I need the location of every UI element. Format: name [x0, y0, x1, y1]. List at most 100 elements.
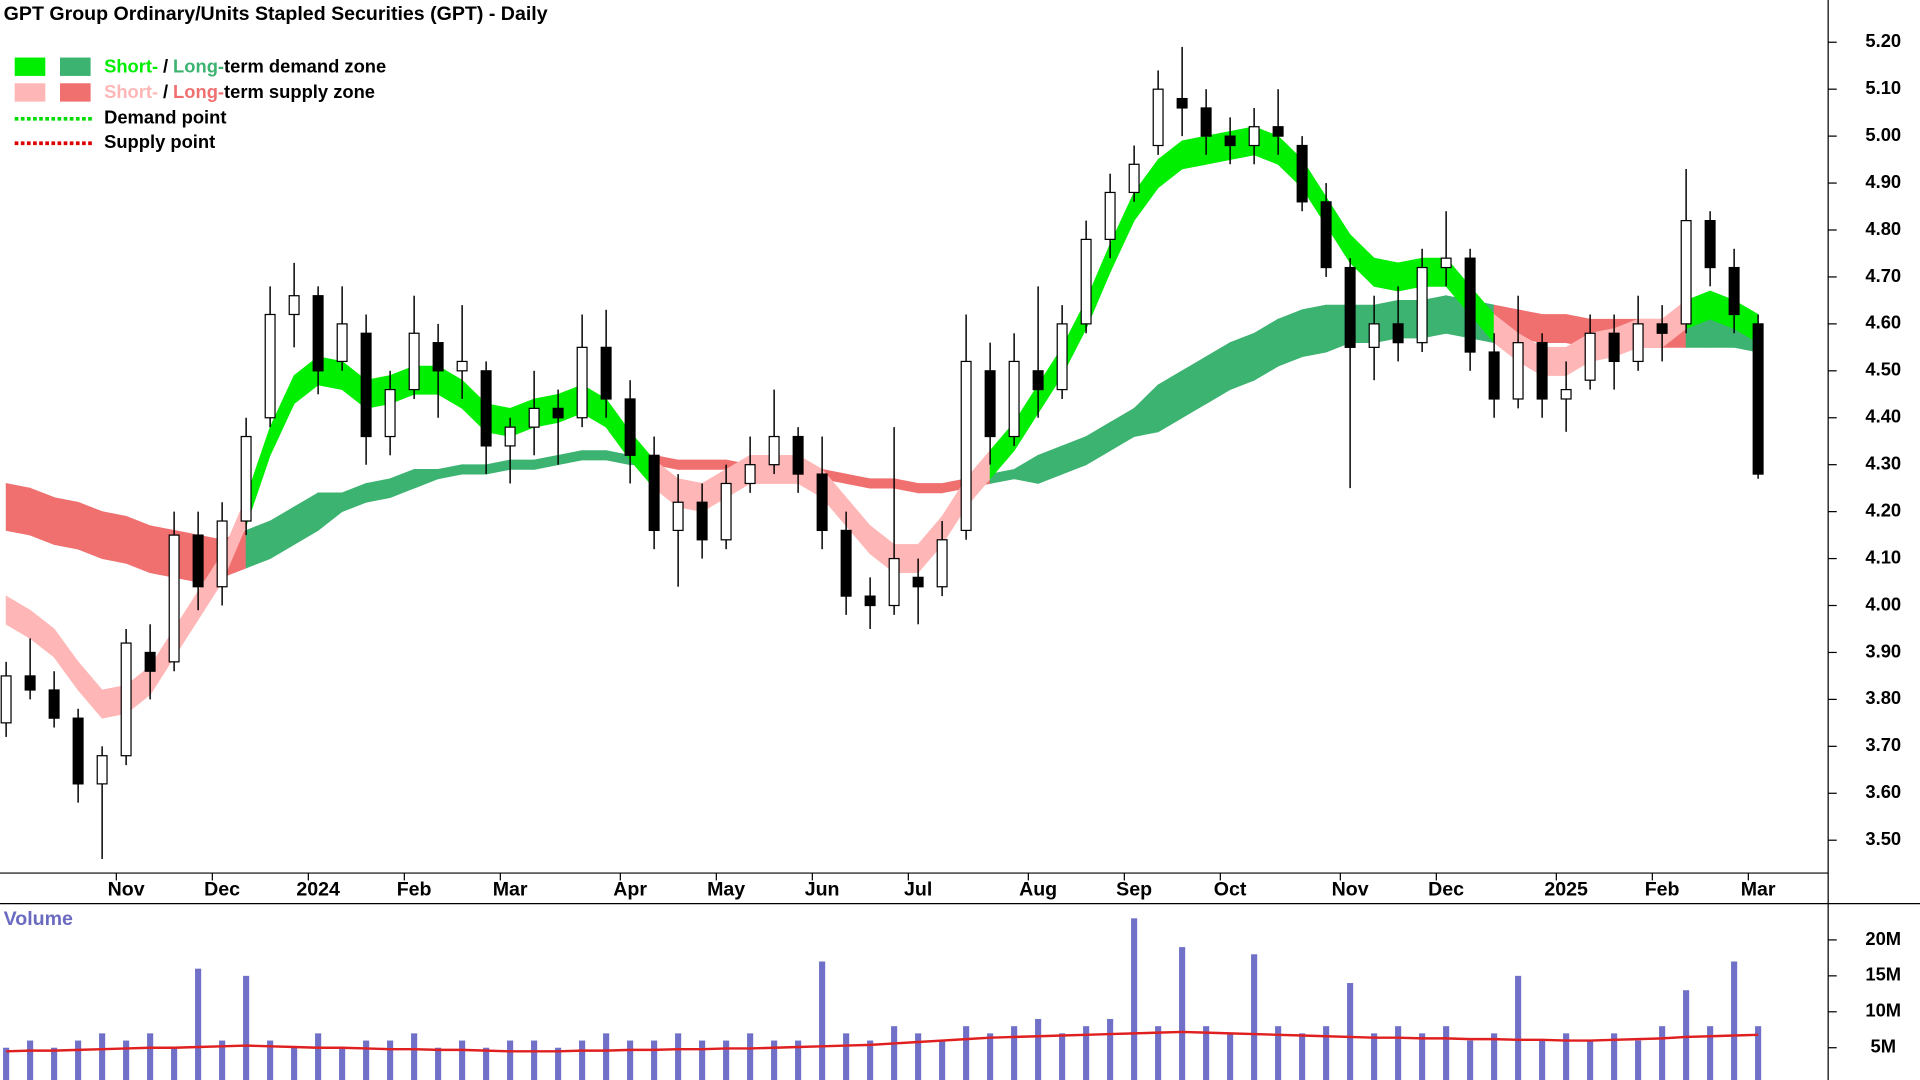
- volume-bar: [387, 1040, 394, 1080]
- volume-bar: [1179, 947, 1186, 1080]
- candle-body: [624, 398, 636, 456]
- volume-bar: [435, 1047, 442, 1080]
- candle-body: [840, 529, 852, 597]
- x-tick-label: Nov: [1332, 878, 1369, 900]
- legend-swatch: [14, 83, 46, 102]
- candle-body: [720, 482, 732, 541]
- legend-separator: /: [163, 55, 168, 76]
- candle-body: [744, 464, 756, 485]
- candle-body: [1296, 144, 1308, 203]
- x-tick-label: Dec: [1428, 878, 1464, 900]
- y-tick-label: 4.80: [1865, 218, 1901, 239]
- long-zone-segment: [1277, 309, 1303, 367]
- y-tick-label: 5.10: [1865, 77, 1901, 98]
- volume-bar: [987, 1033, 994, 1080]
- x-tick-label: Jul: [904, 878, 932, 900]
- legend-label: Short- / Long-term supply zone: [104, 81, 375, 102]
- volume-bar: [1659, 1026, 1666, 1080]
- candle-body: [504, 426, 516, 447]
- x-tick-label: Feb: [1645, 878, 1680, 900]
- volume-bar: [891, 1026, 898, 1080]
- candle-body: [552, 407, 564, 419]
- y-tick-label: 3.70: [1865, 734, 1901, 755]
- volume-bar: [723, 1040, 730, 1080]
- candle-body: [1512, 342, 1524, 400]
- candle-body: [768, 435, 780, 466]
- candle-body: [1464, 257, 1476, 353]
- legend-label: Short- / Long-term demand zone: [104, 55, 386, 76]
- volume-bar: [1275, 1026, 1282, 1080]
- chart-title: GPT Group Ordinary/Units Stapled Securit…: [4, 3, 548, 25]
- candle-body: [1440, 257, 1452, 269]
- x-tick-label: Mar: [1741, 878, 1776, 900]
- candle-body: [1056, 323, 1068, 391]
- legend-long: Long-: [173, 81, 224, 102]
- candle-body: [1728, 266, 1740, 316]
- candle-body: [1584, 332, 1596, 381]
- candle-body: [120, 642, 132, 757]
- long-zone-segment: [77, 501, 103, 560]
- legend-text: term demand zone: [224, 55, 386, 76]
- volume-bar: [627, 1040, 634, 1080]
- volume-bar: [1347, 983, 1354, 1080]
- volume-bar: [1131, 918, 1138, 1080]
- long-zone-segment: [917, 483, 943, 494]
- candle-body: [696, 501, 708, 541]
- candle-body: [936, 539, 948, 588]
- volume-bar: [1059, 1033, 1066, 1080]
- volume-bar: [1731, 961, 1738, 1080]
- candle-body: [1488, 351, 1500, 400]
- volume-y-tick-label: 10M: [1865, 1000, 1901, 1021]
- long-zone-segment: [1229, 332, 1255, 391]
- candle-body: [1176, 97, 1188, 109]
- candle-body: [96, 755, 108, 785]
- y-tick-label: 3.60: [1865, 781, 1901, 802]
- candle-body: [1344, 266, 1356, 348]
- candle-body: [1680, 220, 1692, 325]
- volume-bar: [843, 1033, 850, 1080]
- candle-body: [1248, 126, 1260, 147]
- candle-body: [1416, 266, 1428, 344]
- volume-bar: [675, 1033, 682, 1080]
- x-tick-label: May: [707, 878, 745, 900]
- volume-bar: [939, 1040, 946, 1080]
- y-tick-label: 5.00: [1865, 124, 1901, 145]
- volume-bar: [1491, 1033, 1498, 1080]
- short-zone-segment: [1373, 257, 1399, 292]
- long-zone-segment: [1301, 304, 1327, 358]
- volume-y-tick-label: 15M: [1865, 964, 1901, 985]
- volume-bar: [507, 1040, 514, 1080]
- candle-body: [1632, 323, 1644, 363]
- candle-body: [1032, 370, 1044, 391]
- candles: [0, 46, 1764, 859]
- candle-body: [648, 454, 660, 532]
- candle-body: [1200, 107, 1212, 137]
- y-tick-label: 4.20: [1865, 499, 1901, 520]
- volume-bar: [75, 1040, 82, 1080]
- candle-body: [384, 388, 396, 438]
- long-zone-segment: [5, 483, 31, 536]
- candle-body: [24, 675, 36, 691]
- short-zone-segment: [1181, 135, 1207, 170]
- volume-bar: [1107, 1018, 1114, 1080]
- volume-bar: [123, 1040, 130, 1080]
- candle-body: [1656, 323, 1668, 334]
- candle-body: [48, 689, 60, 719]
- candle-body: [672, 501, 684, 532]
- volume-bar: [1635, 1040, 1642, 1080]
- volume-bar: [315, 1033, 322, 1080]
- volume-y-tick-label: 5M: [1871, 1036, 1897, 1057]
- volume-bar: [459, 1040, 466, 1080]
- long-zone-segment: [461, 464, 487, 475]
- x-tick-label: 2025: [1544, 878, 1588, 900]
- volume-bar: [603, 1033, 610, 1080]
- long-zone-segment: [125, 515, 151, 574]
- candle-body: [1152, 88, 1164, 147]
- volume-ma: [6, 1030, 1759, 1053]
- candle-body: [1008, 360, 1020, 438]
- candle-body: [432, 342, 444, 372]
- volume-bar: [795, 1040, 802, 1080]
- candle-body: [336, 323, 348, 363]
- volume-bar: [1419, 1033, 1426, 1080]
